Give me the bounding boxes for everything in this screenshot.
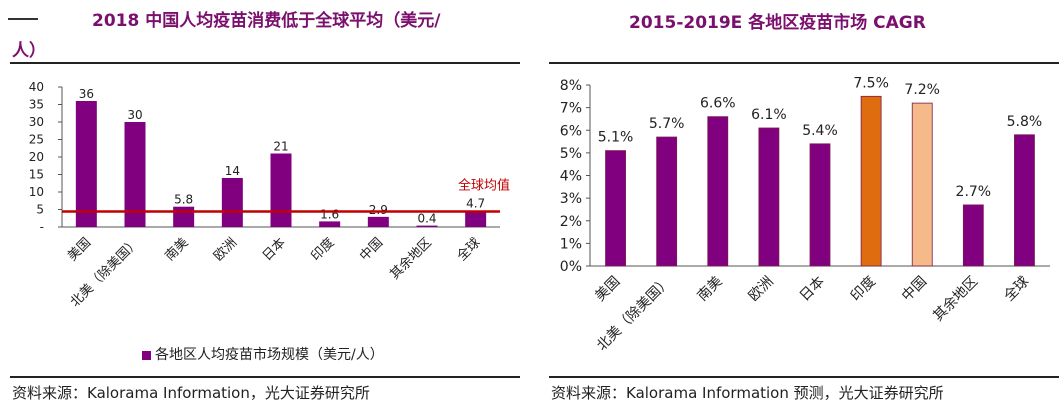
- bar-value-label: 21: [273, 140, 288, 154]
- bar: [911, 102, 933, 267]
- y-tick-label: 4%: [560, 169, 582, 185]
- x-category-label: 其余地区: [930, 273, 982, 325]
- y-tick-label: 10: [29, 185, 44, 199]
- y-tick-label: -: [40, 220, 44, 234]
- y-tick-label: 30: [29, 115, 44, 129]
- x-category-label: 欧洲: [746, 274, 777, 305]
- bar: [221, 178, 243, 227]
- y-tick-label: 15: [29, 168, 44, 182]
- x-category-label: 全球: [454, 235, 484, 265]
- bar: [758, 127, 780, 267]
- x-category-label: 美国: [65, 235, 94, 264]
- bar: [75, 101, 97, 227]
- bar: [319, 221, 341, 227]
- y-tick-label: 5%: [560, 146, 582, 162]
- bar-value-label: 5.7%: [649, 116, 685, 132]
- left-chart-panel: 2018 中国人均疫苗消费低于全球平均（美元/ 人） - 5 10 15 20 25 30 3…: [0, 0, 525, 405]
- bar-value-label: 1.6: [320, 207, 339, 221]
- y-tick-label: 3%: [560, 191, 582, 207]
- bar-value-label: 2.9: [369, 203, 388, 217]
- bar: [605, 150, 626, 267]
- bar-value-label: 14: [225, 164, 240, 178]
- title-dash: [8, 18, 38, 20]
- bar: [1014, 134, 1035, 267]
- bar-value-label: 5.8%: [1007, 114, 1043, 130]
- bar: [416, 225, 438, 227]
- global-average-label: 全球均值: [458, 178, 510, 194]
- x-category-label: 南美: [162, 235, 192, 265]
- x-category-label: 中国: [357, 235, 386, 264]
- bar-value-label: 6.1%: [751, 107, 787, 123]
- bar-value-label: 0.4: [417, 212, 436, 226]
- right-chart-title: 2015-2019E 各地区疫苗市场 CAGR: [629, 13, 926, 33]
- bar: [465, 210, 487, 227]
- bar: [270, 153, 292, 227]
- bar-value-label: 2.7%: [956, 184, 992, 200]
- y-tick-label: 20: [29, 150, 44, 164]
- left-source: 资料来源：Kalorama Information，光大证券研究所: [12, 384, 370, 402]
- y-tick-label: 25: [29, 133, 44, 147]
- y-tick-label: 7%: [560, 101, 582, 117]
- bar-value-label: 5.4%: [802, 123, 838, 139]
- bar-value-label: 7.5%: [853, 75, 889, 91]
- bar-value-label: 30: [127, 108, 142, 122]
- bar-value-label: 6.6%: [700, 96, 736, 112]
- x-category-label: 日本: [260, 235, 289, 264]
- left-legend: 各地区人均疫苗市场规模（美元/人）: [142, 344, 384, 364]
- x-category-label: 全球: [1000, 273, 1032, 305]
- bar: [962, 204, 984, 267]
- left-title-rule: [10, 62, 520, 64]
- bar: [173, 206, 195, 227]
- bar-value-label: 5.1%: [598, 130, 634, 146]
- y-tick-label: 40: [29, 80, 44, 94]
- x-category-label: 印度: [848, 274, 879, 305]
- x-category-label: 印度: [308, 235, 338, 265]
- legend-label: 各地区人均疫苗市场规模（美元/人）: [155, 347, 384, 363]
- bar: [367, 216, 389, 227]
- right-source-rule: [549, 376, 1059, 378]
- x-category-label: 中国: [899, 274, 930, 305]
- y-tick-label: 0%: [560, 259, 582, 275]
- bar-value-label: 7.2%: [904, 82, 940, 98]
- right-bar-chart: 0%1%2%3%4%5%6%7%8%5.1%美国5.7%北美（除美国）6.6%南…: [560, 75, 1050, 354]
- x-category-label: 美国: [592, 274, 623, 305]
- left-chart-title-line1: 2018 中国人均疫苗消费低于全球平均（美元/: [92, 11, 441, 31]
- y-tick-label: 6%: [560, 123, 582, 139]
- right-title-rule: [549, 62, 1059, 64]
- x-category-label: 欧洲: [211, 235, 240, 264]
- y-tick-label: 1%: [560, 236, 582, 252]
- left-source-rule: [10, 376, 520, 378]
- y-tick-label: 2%: [560, 214, 582, 230]
- y-tick-label: 5: [36, 203, 44, 217]
- bar-value-label: 4.7: [466, 197, 485, 211]
- bar: [707, 116, 729, 267]
- bar: [809, 143, 831, 267]
- x-category-label: 其余地区: [387, 235, 435, 283]
- bar-value-label: 36: [79, 87, 94, 101]
- bar-value-label: 5.8: [174, 193, 193, 207]
- y-tick-label: 35: [29, 98, 44, 112]
- x-category-label: 南美: [694, 274, 725, 305]
- x-category-label: 日本: [797, 274, 828, 305]
- right-chart-panel: 2015-2019E 各地区疫苗市场 CAGR 0% 1% 2% 3% 4% 5% 6% 7%…: [545, 0, 1064, 405]
- bar: [860, 95, 882, 267]
- bar: [124, 122, 146, 227]
- left-chart-title-line2: 人）: [12, 41, 46, 61]
- legend-swatch: [142, 350, 151, 360]
- right-source: 资料来源：Kalorama Information 预测，光大证券研究所: [551, 384, 944, 402]
- bar: [656, 136, 678, 267]
- y-tick-label: 8%: [560, 78, 582, 94]
